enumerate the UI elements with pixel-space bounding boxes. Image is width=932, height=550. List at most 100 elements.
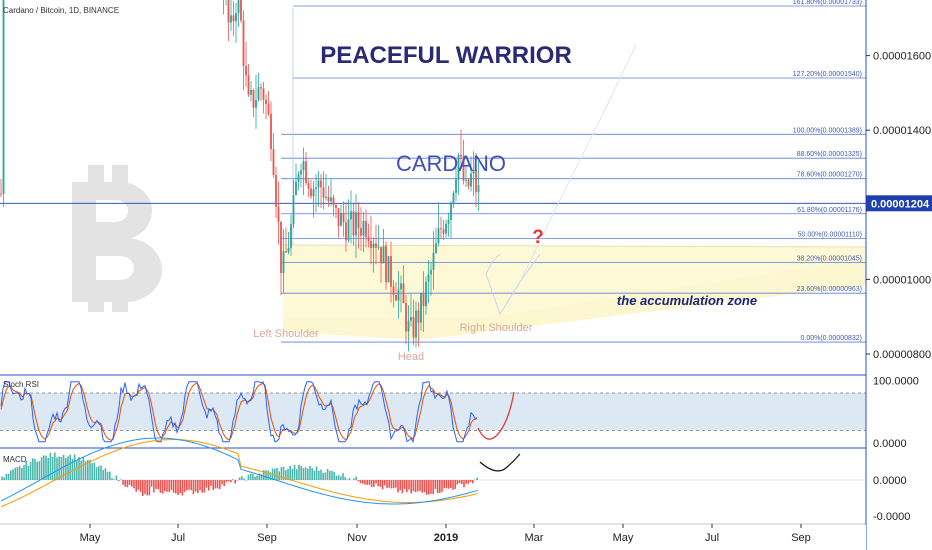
- candle-body: [240, 0, 242, 21]
- fib-label: 38.20%(0.00001045): [797, 256, 862, 263]
- macd-histogram-bar: [315, 466, 318, 480]
- macd-histogram-bar: [333, 472, 335, 480]
- candle-body: [325, 196, 327, 198]
- macd-histogram-bar: [148, 480, 151, 496]
- candle-body: [462, 156, 465, 181]
- macd-histogram-bar: [120, 479, 122, 480]
- macd-histogram-bar: [461, 480, 463, 485]
- macd-histogram-bar: [78, 456, 80, 480]
- macd-histogram-bar: [232, 479, 234, 480]
- macd-histogram-bar: [280, 467, 283, 480]
- macd-histogram-bar: [346, 479, 349, 480]
- macd-histogram-bar: [34, 458, 36, 480]
- candle: [245, 42, 247, 88]
- macd-histogram-bar: [177, 480, 179, 496]
- candle-body: [310, 188, 312, 197]
- candle-body: [332, 197, 335, 205]
- macd-histogram-bar: [102, 470, 104, 480]
- candle-body: [372, 243, 375, 248]
- candle-body: [475, 169, 477, 193]
- macd-histogram-bar: [417, 480, 419, 492]
- candle: [223, 0, 224, 15]
- macd-histogram-bar: [219, 480, 221, 489]
- left-shoulder-label: Left Shoulder: [253, 328, 319, 340]
- macd-signal-line: [0, 439, 479, 508]
- candle-body: [267, 103, 270, 114]
- price-axis[interactable]: 0.000008000.000010000.000012000.00001400…: [865, 0, 932, 550]
- macd-histogram-bar: [287, 468, 289, 480]
- candle: [375, 224, 377, 265]
- candle-body: [292, 195, 295, 225]
- candle: [462, 140, 465, 185]
- candle-body: [387, 256, 390, 283]
- candle: [472, 151, 475, 197]
- macd-histogram-bar: [384, 480, 386, 486]
- candle: [232, 0, 235, 37]
- head-label: Head: [398, 351, 424, 363]
- macd-histogram-bar: [329, 470, 331, 480]
- candle: [387, 255, 390, 283]
- macd-histogram-bar: [381, 480, 384, 490]
- candle: [442, 219, 445, 241]
- macd-histogram-bar: [212, 480, 214, 490]
- macd-label: MACD: [3, 455, 27, 464]
- macd-histogram-bar: [291, 468, 294, 480]
- stoch-tick-label: 100.0000: [873, 376, 919, 388]
- time-axis[interactable]: May Jul Sep Nov 2019 Mar May Jul Sep: [0, 524, 866, 550]
- candle-body: [447, 219, 450, 224]
- macd-histogram-bar: [150, 480, 153, 487]
- price-axis-background: [866, 0, 932, 550]
- candle: [285, 227, 287, 253]
- candle-body: [412, 317, 415, 338]
- macd-histogram-bar: [397, 480, 399, 493]
- candle: [435, 227, 437, 254]
- candle: [367, 223, 370, 248]
- macd-histogram-bar: [155, 480, 157, 489]
- candle-body: [317, 180, 320, 188]
- stoch-projection-curve: [477, 391, 515, 440]
- candle: [320, 173, 322, 208]
- last-price-badge: [866, 195, 932, 212]
- candle-body: [417, 310, 420, 323]
- candle: [477, 161, 480, 212]
- candle: [2, 0, 5, 208]
- candle-body: [345, 222, 347, 241]
- macd-histogram-bar: [95, 467, 98, 480]
- candle: [317, 171, 320, 207]
- macd-histogram-bar: [153, 480, 155, 493]
- candle-body: [362, 221, 365, 236]
- macd-histogram-bar: [311, 468, 313, 480]
- candle: [297, 171, 300, 191]
- macd-histogram-bar: [278, 471, 280, 480]
- candle: [335, 203, 337, 219]
- candle: [310, 179, 312, 200]
- candle: [300, 163, 302, 188]
- macd-histogram-bar: [458, 480, 461, 484]
- macd-histogram-bar: [76, 460, 78, 480]
- macd-histogram-bar: [197, 480, 199, 494]
- macd-histogram-bar: [256, 475, 258, 480]
- macd-histogram-bar: [115, 475, 118, 480]
- candle-body: [322, 187, 325, 198]
- time-tick-label: May: [613, 532, 634, 544]
- macd-histogram-bar: [65, 458, 67, 480]
- macd-histogram-bar: [322, 472, 324, 480]
- time-tick-label: Sep: [257, 532, 277, 544]
- candle: [450, 200, 452, 238]
- macd-histogram-bar: [472, 480, 474, 484]
- candle-body: [422, 292, 425, 307]
- candle-body: [375, 243, 377, 248]
- candle-body: [377, 247, 380, 248]
- macd-histogram-bar: [122, 480, 124, 485]
- macd-histogram-bar: [106, 471, 109, 480]
- macd-histogram-bar: [344, 477, 346, 480]
- macd-projection-curve: [479, 453, 521, 472]
- candle-body: [282, 251, 285, 274]
- macd-histogram-bar: [392, 480, 395, 489]
- candle-body: [442, 229, 445, 234]
- macd-histogram-bar: [1, 476, 3, 480]
- fib-label: 161.80%(0.00001733): [793, 0, 862, 6]
- macd-histogram-bar: [111, 477, 113, 480]
- macd-histogram-bar: [80, 460, 82, 480]
